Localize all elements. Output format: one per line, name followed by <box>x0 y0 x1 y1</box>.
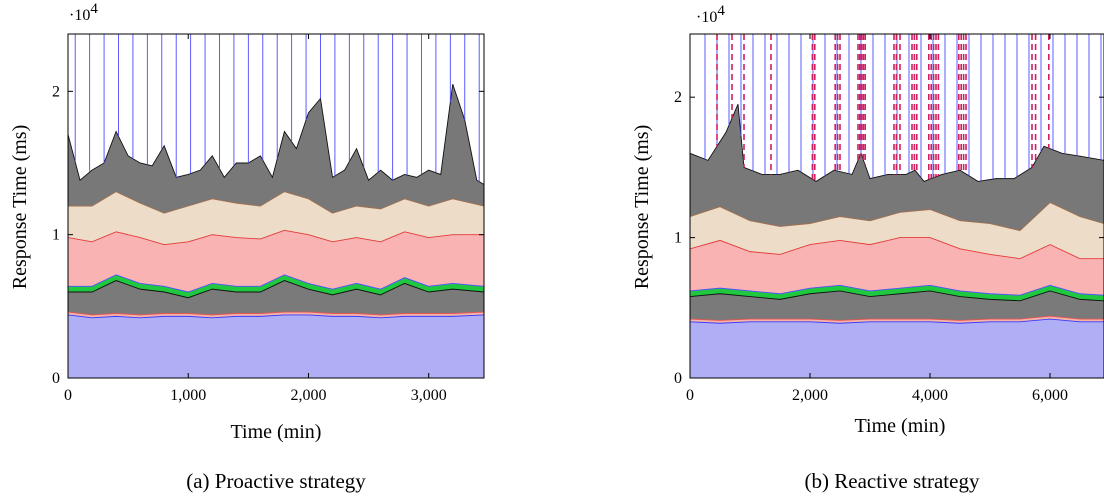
x-tick-label: 2,000 <box>290 387 326 404</box>
x-tick-label: 2,000 <box>792 387 828 404</box>
layer-beige-line <box>690 201 1104 232</box>
caption-reactive: (b) Reactive strategy <box>805 469 980 493</box>
layer-green-line <box>68 274 484 293</box>
layer-dark-lower-line <box>690 290 1104 302</box>
plot-area-reactive <box>690 34 1104 378</box>
x-tick-label: 0 <box>64 387 72 404</box>
y-tick-label: 0 <box>52 370 60 387</box>
layer-salmon-thin-line <box>68 311 484 316</box>
layer-dark-upper-line <box>68 84 484 185</box>
layer-base-fill <box>68 314 484 378</box>
layer-salmon-thin-line <box>690 315 1104 321</box>
layer-dark-upper-line <box>690 104 1104 182</box>
layer-beige-line <box>68 191 484 214</box>
layer-dark-lower-line <box>68 280 484 299</box>
ticks-proactive: 0 1,000 2,000 3,000 0 1 2 <box>52 34 484 404</box>
y-axis-label-proactive: Response Time (ms) <box>9 125 31 289</box>
chart-proactive: 0 1,000 2,000 3,000 0 1 2 ·104 Time (min) Resp… <box>9 1 485 493</box>
layer-pink-line <box>690 237 1104 260</box>
x-tick-label: 6,000 <box>1032 387 1068 404</box>
y-axis-label-reactive: Response Time (ms) <box>631 125 653 289</box>
y-tick-label: 1 <box>52 227 60 244</box>
y-tick-label: 2 <box>52 83 60 100</box>
y-tick-label: 0 <box>674 370 682 387</box>
x-axis-label-proactive: Time (min) <box>231 421 322 443</box>
caption-proactive: (a) Proactive strategy <box>186 469 366 493</box>
x-tick-label: 4,000 <box>912 387 948 404</box>
axes-frame-reactive <box>689 33 1104 379</box>
x-axis-label-reactive: Time (min) <box>855 415 946 437</box>
y-multiplier-reactive: ·104 <box>696 3 725 26</box>
ticks-reactive: 0 2,000 4,000 6,000 0 1 2 <box>674 34 1104 404</box>
layer-pink-line <box>68 229 484 246</box>
layer-base-fill <box>690 319 1104 378</box>
x-tick-label: 0 <box>686 387 694 404</box>
plot-area-proactive <box>68 34 484 378</box>
layer-green-line <box>690 284 1104 296</box>
layer-base-line <box>690 318 1104 324</box>
y-tick-label: 1 <box>674 230 682 247</box>
y-tick-label: 2 <box>674 89 682 106</box>
y-multiplier-proactive: ·104 <box>69 1 98 24</box>
x-tick-label: 1,000 <box>170 387 206 404</box>
layer-base-line <box>68 314 484 319</box>
chart-reactive: 0 2,000 4,000 6,000 0 1 2 ·104 Time (min) Resp… <box>631 3 1104 493</box>
axes-frame-proactive <box>67 33 485 379</box>
x-tick-label: 3,000 <box>411 387 447 404</box>
